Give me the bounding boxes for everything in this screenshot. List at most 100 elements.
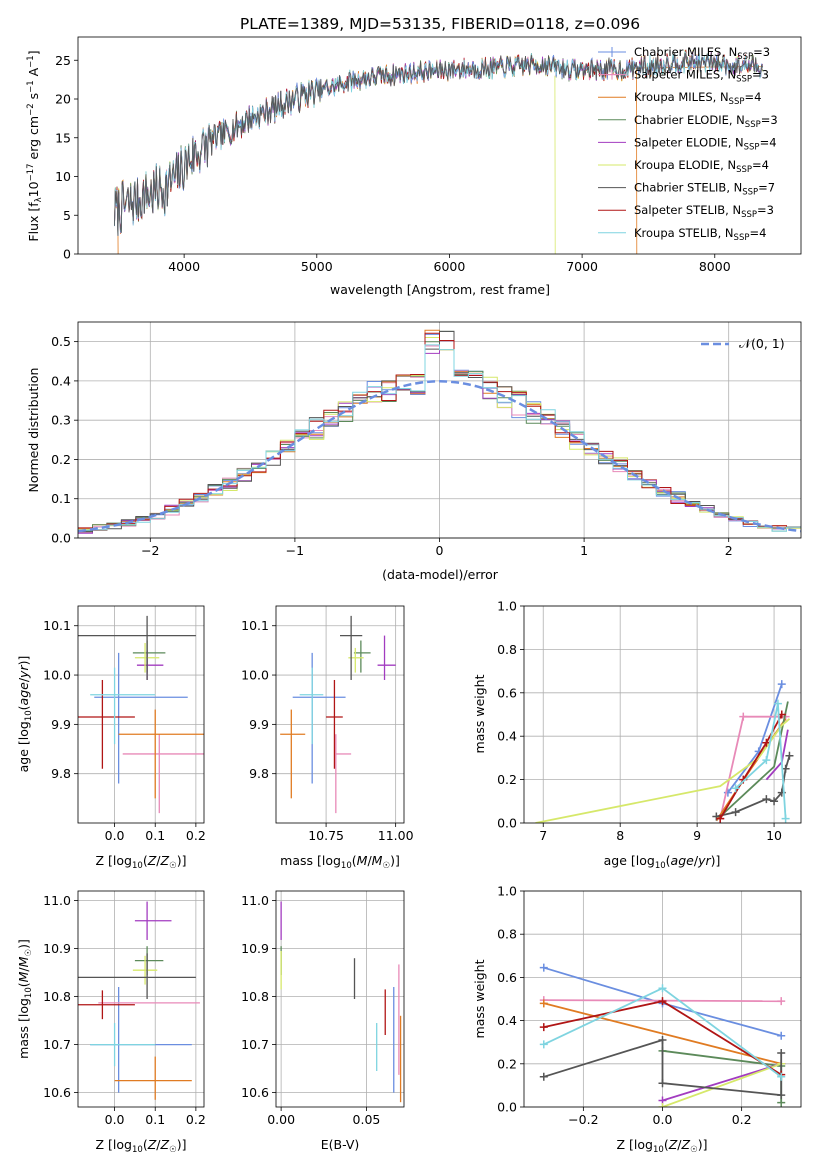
residual-panel-frame — [77, 321, 802, 539]
weight-vs-Z-panel-marker-salpeter_stelib — [539, 1023, 548, 1032]
weight-vs-age-panel-marker-kroupa_stelib — [762, 756, 771, 765]
age-vs-Z-ylabel: age [log10(age/yr)] — [16, 656, 34, 773]
weight-vs-Z-xlabel-part: Z — [668, 1137, 678, 1152]
weight-vs-age-xlabel-part: / — [694, 853, 699, 868]
age-vs-mass-panel: 10.75 11.00 9.8 9.9 10.0 10.1 — [241, 605, 414, 843]
age-vs-Z-panel-ytick-label: 10.0 — [43, 668, 71, 683]
spectrum-ylabel-part: −17 — [26, 163, 36, 181]
legend-label-salpeter_stelib: Salpeter STELIB, NSSP=3 — [634, 203, 774, 220]
weight-vs-Z-xlabel: Z [log10(Z/Z☉)] — [617, 1137, 708, 1155]
mass-vs-Z-ylabel-part: )] — [16, 939, 31, 949]
weight-vs-Z-panel-marker-chabrier_stelib — [539, 1072, 548, 1081]
mass-vs-Z-xlabel-part: Z — [147, 1137, 157, 1152]
legend-label-salpeter_miles-part: SSP — [736, 75, 752, 85]
mass-vs-Z-xlabel-part: Z — [160, 1137, 170, 1152]
age-vs-Z-xlabel-part: Z [log — [96, 853, 132, 868]
weight-vs-age-xlabel-part: ( — [666, 853, 671, 868]
age-vs-mass-xlabel-part: mass [log — [280, 853, 341, 868]
mass-vs-Z-xlabel-part: / — [156, 1137, 161, 1152]
residual-panel-ytick-label: 0.0 — [51, 531, 71, 546]
mass-vs-Z-xlabel-part: 10 — [132, 1145, 143, 1155]
age-vs-Z-panel-xtick-label: 0.2 — [186, 828, 206, 843]
spectrum-panel: 4000 5000 6000 7000 8000 0 5 10 15 20 25 — [55, 36, 802, 274]
mass-vs-ebv-panel-xtick-label: 0.05 — [353, 1112, 381, 1127]
weight-vs-Z-ylabel: mass weight — [472, 959, 487, 1038]
mass-vs-ebv-panel-frame — [275, 890, 405, 1108]
mass-vs-Z-xlabel-part: ☉ — [169, 1145, 177, 1155]
age-vs-Z-ylabel-part: age [log — [16, 721, 31, 772]
age-vs-mass-xlabel-part: 10 — [341, 861, 352, 871]
age-vs-Z-panel-ytick-label: 10.1 — [43, 618, 71, 633]
mass-vs-ebv-panel-ytick-label: 10.7 — [241, 1037, 269, 1052]
weight-vs-age-panel-ytick-label: 0.6 — [497, 685, 517, 700]
legend-label-kroupa_miles-part: =4 — [744, 90, 761, 104]
weight-vs-age-panel-marker-chabrier_stelib — [770, 797, 779, 806]
spectrum-ylabel-part: 10 — [26, 181, 41, 197]
legend-label-salpeter_miles-part: =3 — [752, 68, 769, 82]
mass-vs-ebv-panel-ytick-label: 10.9 — [241, 941, 269, 956]
residual-panel-ytick-label: 0.5 — [51, 334, 71, 349]
residual-panel: −2 −1 0 1 2 0.0 0.1 0.2 0.3 0.4 0.5 — [51, 321, 802, 558]
weight-vs-Z-xlabel-part: ☉ — [690, 1145, 698, 1155]
legend-label-chabrier_miles-part: Chabrier MILES, N — [634, 45, 737, 59]
age-vs-mass-xlabel-part: ( — [352, 853, 357, 868]
mass-vs-Z-ylabel-part: 10 — [24, 987, 34, 998]
weight-vs-Z-panel-frame — [523, 890, 802, 1108]
weight-vs-Z-panel-marker-kroupa_miles — [539, 999, 548, 1008]
legend-label-chabrier_stelib-part: Chabrier STELIB, N — [634, 181, 742, 195]
mass-vs-Z-xlabel-part: )] — [177, 1137, 187, 1152]
spectrum-panel-xtick-label: 7000 — [566, 259, 598, 274]
mass-vs-ebv-panel: 0.00 0.05 10.6 10.7 10.8 10.9 11.0 — [241, 890, 405, 1127]
weight-vs-age-xlabel-part: )] — [711, 853, 721, 868]
mass-vs-Z-ylabel-part: M — [16, 956, 31, 967]
age-vs-Z-ylabel-part: )] — [16, 656, 31, 666]
legend-label-kroupa_elodie-part: =4 — [752, 158, 769, 172]
weight-vs-Z-panel-marker-salpeter_stelib — [658, 997, 667, 1006]
weight-vs-age-panel-marker-chabrier_miles — [777, 680, 786, 689]
residual-panel-xtick-label: 1 — [580, 543, 588, 558]
legend-label-chabrier_elodie-part: SSP — [745, 120, 761, 130]
weight-vs-Z-panel-ytick-label: 0.4 — [497, 1013, 517, 1028]
mass-vs-Z-ylabel-part: ☉ — [24, 949, 34, 957]
spectrum-panel-ytick-label: 15 — [55, 130, 71, 145]
weight-vs-age-panel-xtick-label: 10 — [766, 828, 782, 843]
residual-ylabel: Normed distribution — [26, 368, 41, 493]
age-vs-mass-panel-xtick-label: 10.75 — [308, 828, 344, 843]
age-vs-Z-xlabel-part: Z — [160, 853, 170, 868]
age-vs-Z-xlabel: Z [log10(Z/Z☉)] — [96, 853, 187, 871]
mass-vs-Z-panel-frame — [77, 890, 205, 1108]
legend-label-salpeter_elodie-part: SSP — [744, 142, 760, 152]
spectrum-series-chabrier_stelib — [114, 52, 763, 236]
age-vs-mass-panel-ytick-label: 9.9 — [249, 717, 269, 732]
age-vs-mass-xlabel: mass [log10(M/M☉)] — [280, 853, 400, 871]
weight-vs-age-panel-line-kroupa_elodie — [535, 718, 791, 823]
residual-panel-ytick-label: 0.4 — [51, 373, 71, 388]
weight-vs-age-panel-marker-chabrier_stelib — [731, 808, 740, 817]
weight-vs-age-xlabel-part: yr — [697, 853, 711, 868]
weight-vs-Z-panel-line-kroupa_elodie — [662, 1062, 782, 1107]
mass-vs-ebv-panel-ytick-label: 10.6 — [241, 1085, 269, 1100]
mass-vs-Z-xlabel-part: Z [log — [96, 1137, 132, 1152]
spectrum-ylabel: Flux [fλ10−17 erg cm−2 s−1 A−1] — [26, 50, 44, 241]
weight-vs-age-xlabel-part: 10 — [655, 861, 666, 871]
legend-label-chabrier_elodie-part: =3 — [761, 113, 778, 127]
legend-label-salpeter_miles: Salpeter MILES, NSSP=3 — [634, 68, 769, 85]
weight-vs-age-panel-marker-kroupa_stelib — [773, 699, 782, 708]
mass-vs-Z-ylabel-part: / — [16, 967, 31, 972]
weight-vs-age-panel-marker-kroupa_stelib — [731, 784, 740, 793]
weight-vs-age-panel-frame — [523, 605, 802, 824]
legend-label-chabrier_stelib: Chabrier STELIB, NSSP=7 — [634, 181, 775, 198]
legend-label-kroupa_stelib: Kroupa STELIB, NSSP=4 — [634, 226, 766, 243]
spectrum-panel-xtick-label: 5000 — [301, 259, 333, 274]
residual-legend-label-part: (0, 1) — [751, 336, 785, 351]
residual-panel-xtick-label: 2 — [725, 543, 733, 558]
legend-label-salpeter_stelib-part: SSP — [741, 210, 757, 220]
legend-label-chabrier_miles-part: SSP — [737, 52, 753, 62]
spectrum-ylabel-part: s — [26, 93, 41, 104]
mass-vs-Z-panel-ytick-label: 10.8 — [43, 989, 71, 1004]
weight-vs-Z-panel-marker-chabrier_miles — [539, 963, 548, 972]
weight-vs-Z-panel-marker-kroupa_stelib — [539, 1040, 548, 1049]
weight-vs-Z-xlabel-part: / — [677, 1137, 682, 1152]
age-vs-Z-xlabel-part: / — [156, 853, 161, 868]
